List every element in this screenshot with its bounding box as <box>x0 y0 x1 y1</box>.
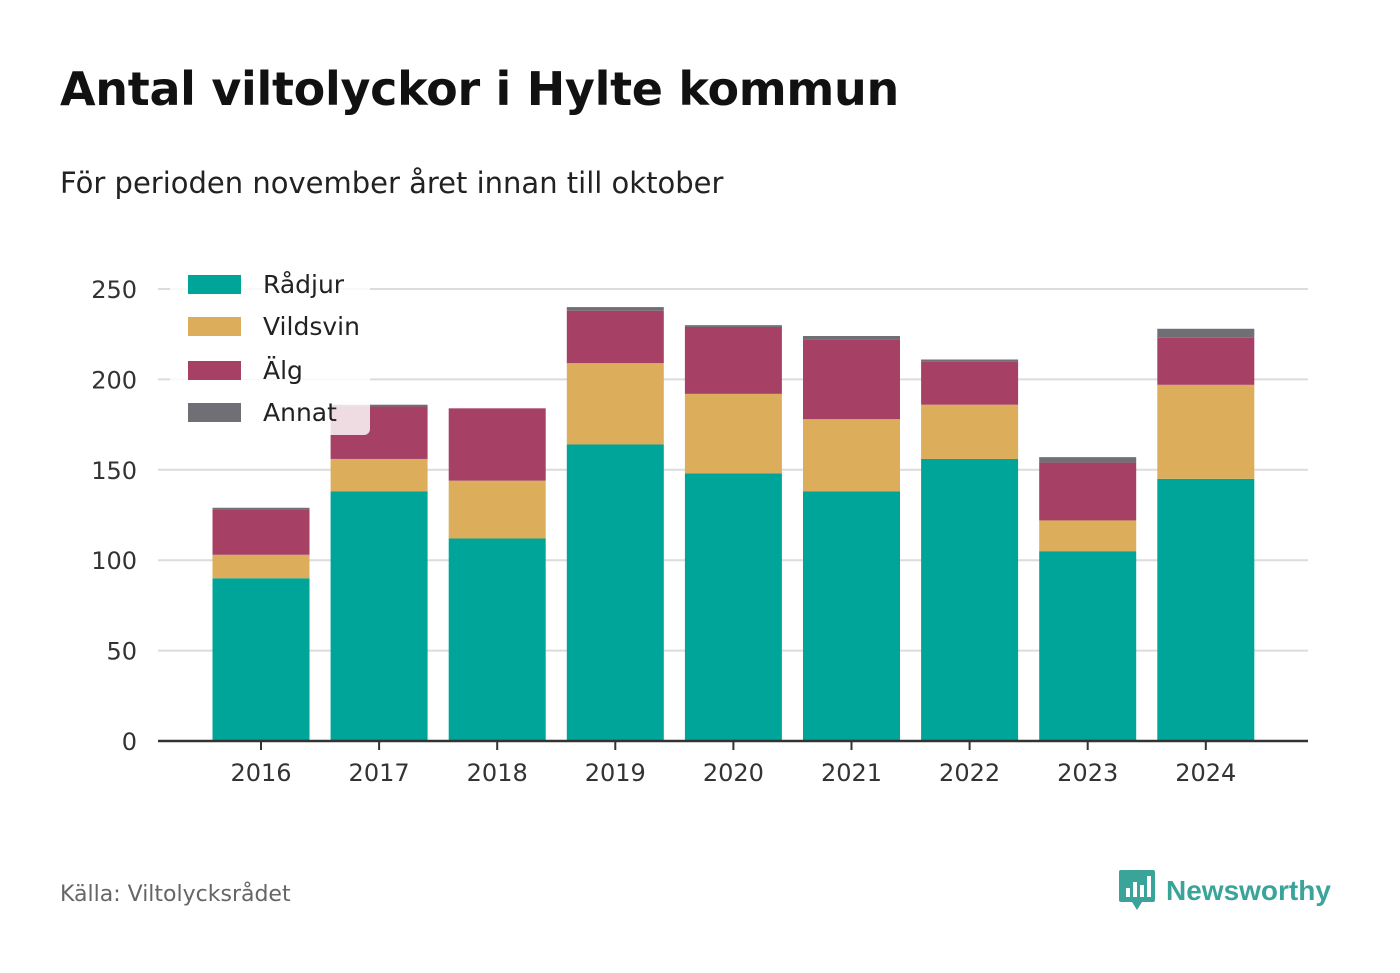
bar-segment <box>448 538 546 741</box>
legend-label: Vildsvin <box>263 312 360 341</box>
brand-logo: Newsworthy <box>1118 868 1331 914</box>
chart-title: Antal viltolyckor i Hylte kommun <box>60 62 899 116</box>
legend-swatch <box>188 403 241 422</box>
x-tick-label: 2023 <box>1057 759 1118 787</box>
x-tick-label: 2017 <box>349 759 410 787</box>
bar-segment <box>921 404 1019 459</box>
bar-segment <box>566 363 664 445</box>
x-tick-label: 2016 <box>230 759 291 787</box>
bar-segment <box>921 361 1019 405</box>
bar-segment <box>921 458 1019 741</box>
bar-segment <box>803 339 900 420</box>
bar-segment <box>330 404 428 407</box>
bar-chart-speech-bubble-icon <box>1119 870 1155 910</box>
y-tick-label: 50 <box>106 638 137 666</box>
legend-label: Älg <box>263 356 303 385</box>
brand-name: Newsworthy <box>1166 875 1331 906</box>
bar-segment <box>1039 462 1137 521</box>
legend-swatch <box>188 275 241 294</box>
y-tick-label: 250 <box>91 276 137 304</box>
bar-segment <box>330 491 428 741</box>
y-tick-label: 150 <box>91 457 137 485</box>
bar-segment <box>1157 337 1255 385</box>
y-tick-label: 200 <box>91 366 137 394</box>
legend-swatch <box>188 361 241 380</box>
bar-segment <box>1039 520 1137 552</box>
x-tick-label: 2020 <box>703 759 764 787</box>
bar-segment <box>566 307 664 311</box>
bar-segment <box>566 310 664 364</box>
legend-swatch <box>188 317 241 336</box>
bar-segment <box>803 336 900 340</box>
bar-segment <box>684 473 782 741</box>
bar-segment <box>212 578 310 741</box>
bar-segment <box>1157 478 1255 741</box>
bar-segment <box>1157 328 1255 338</box>
bar-segment <box>448 480 546 539</box>
bar-segment <box>212 554 310 579</box>
legend-label: Rådjur <box>263 270 345 299</box>
bar-segment <box>1157 384 1255 479</box>
bar-segment <box>330 458 428 492</box>
legend-label: Annat <box>263 398 337 427</box>
bar-segment <box>684 393 782 474</box>
chart-subtitle: För perioden november året innan till ok… <box>60 166 724 200</box>
bar-segment <box>212 509 310 555</box>
x-tick-label: 2021 <box>821 759 882 787</box>
source-note: Källa: Viltolycksrådet <box>60 882 291 907</box>
x-tick-label: 2022 <box>939 759 1000 787</box>
x-tick-label: 2019 <box>585 759 646 787</box>
bar-segment <box>1039 457 1137 463</box>
bar-segment <box>921 359 1019 362</box>
y-tick-label: 0 <box>122 728 137 756</box>
bar-segment <box>448 408 546 481</box>
bar-segment <box>1039 551 1137 741</box>
bar-segment <box>684 326 782 394</box>
x-tick-label: 2024 <box>1175 759 1236 787</box>
bar-segment <box>212 507 310 510</box>
y-tick-label: 100 <box>91 547 137 575</box>
bar-segment <box>803 491 900 741</box>
x-tick-label: 2018 <box>467 759 528 787</box>
legend-box <box>170 262 370 435</box>
bar-segment <box>803 419 900 492</box>
bar-segment <box>566 444 664 741</box>
bar-segment <box>684 325 782 327</box>
